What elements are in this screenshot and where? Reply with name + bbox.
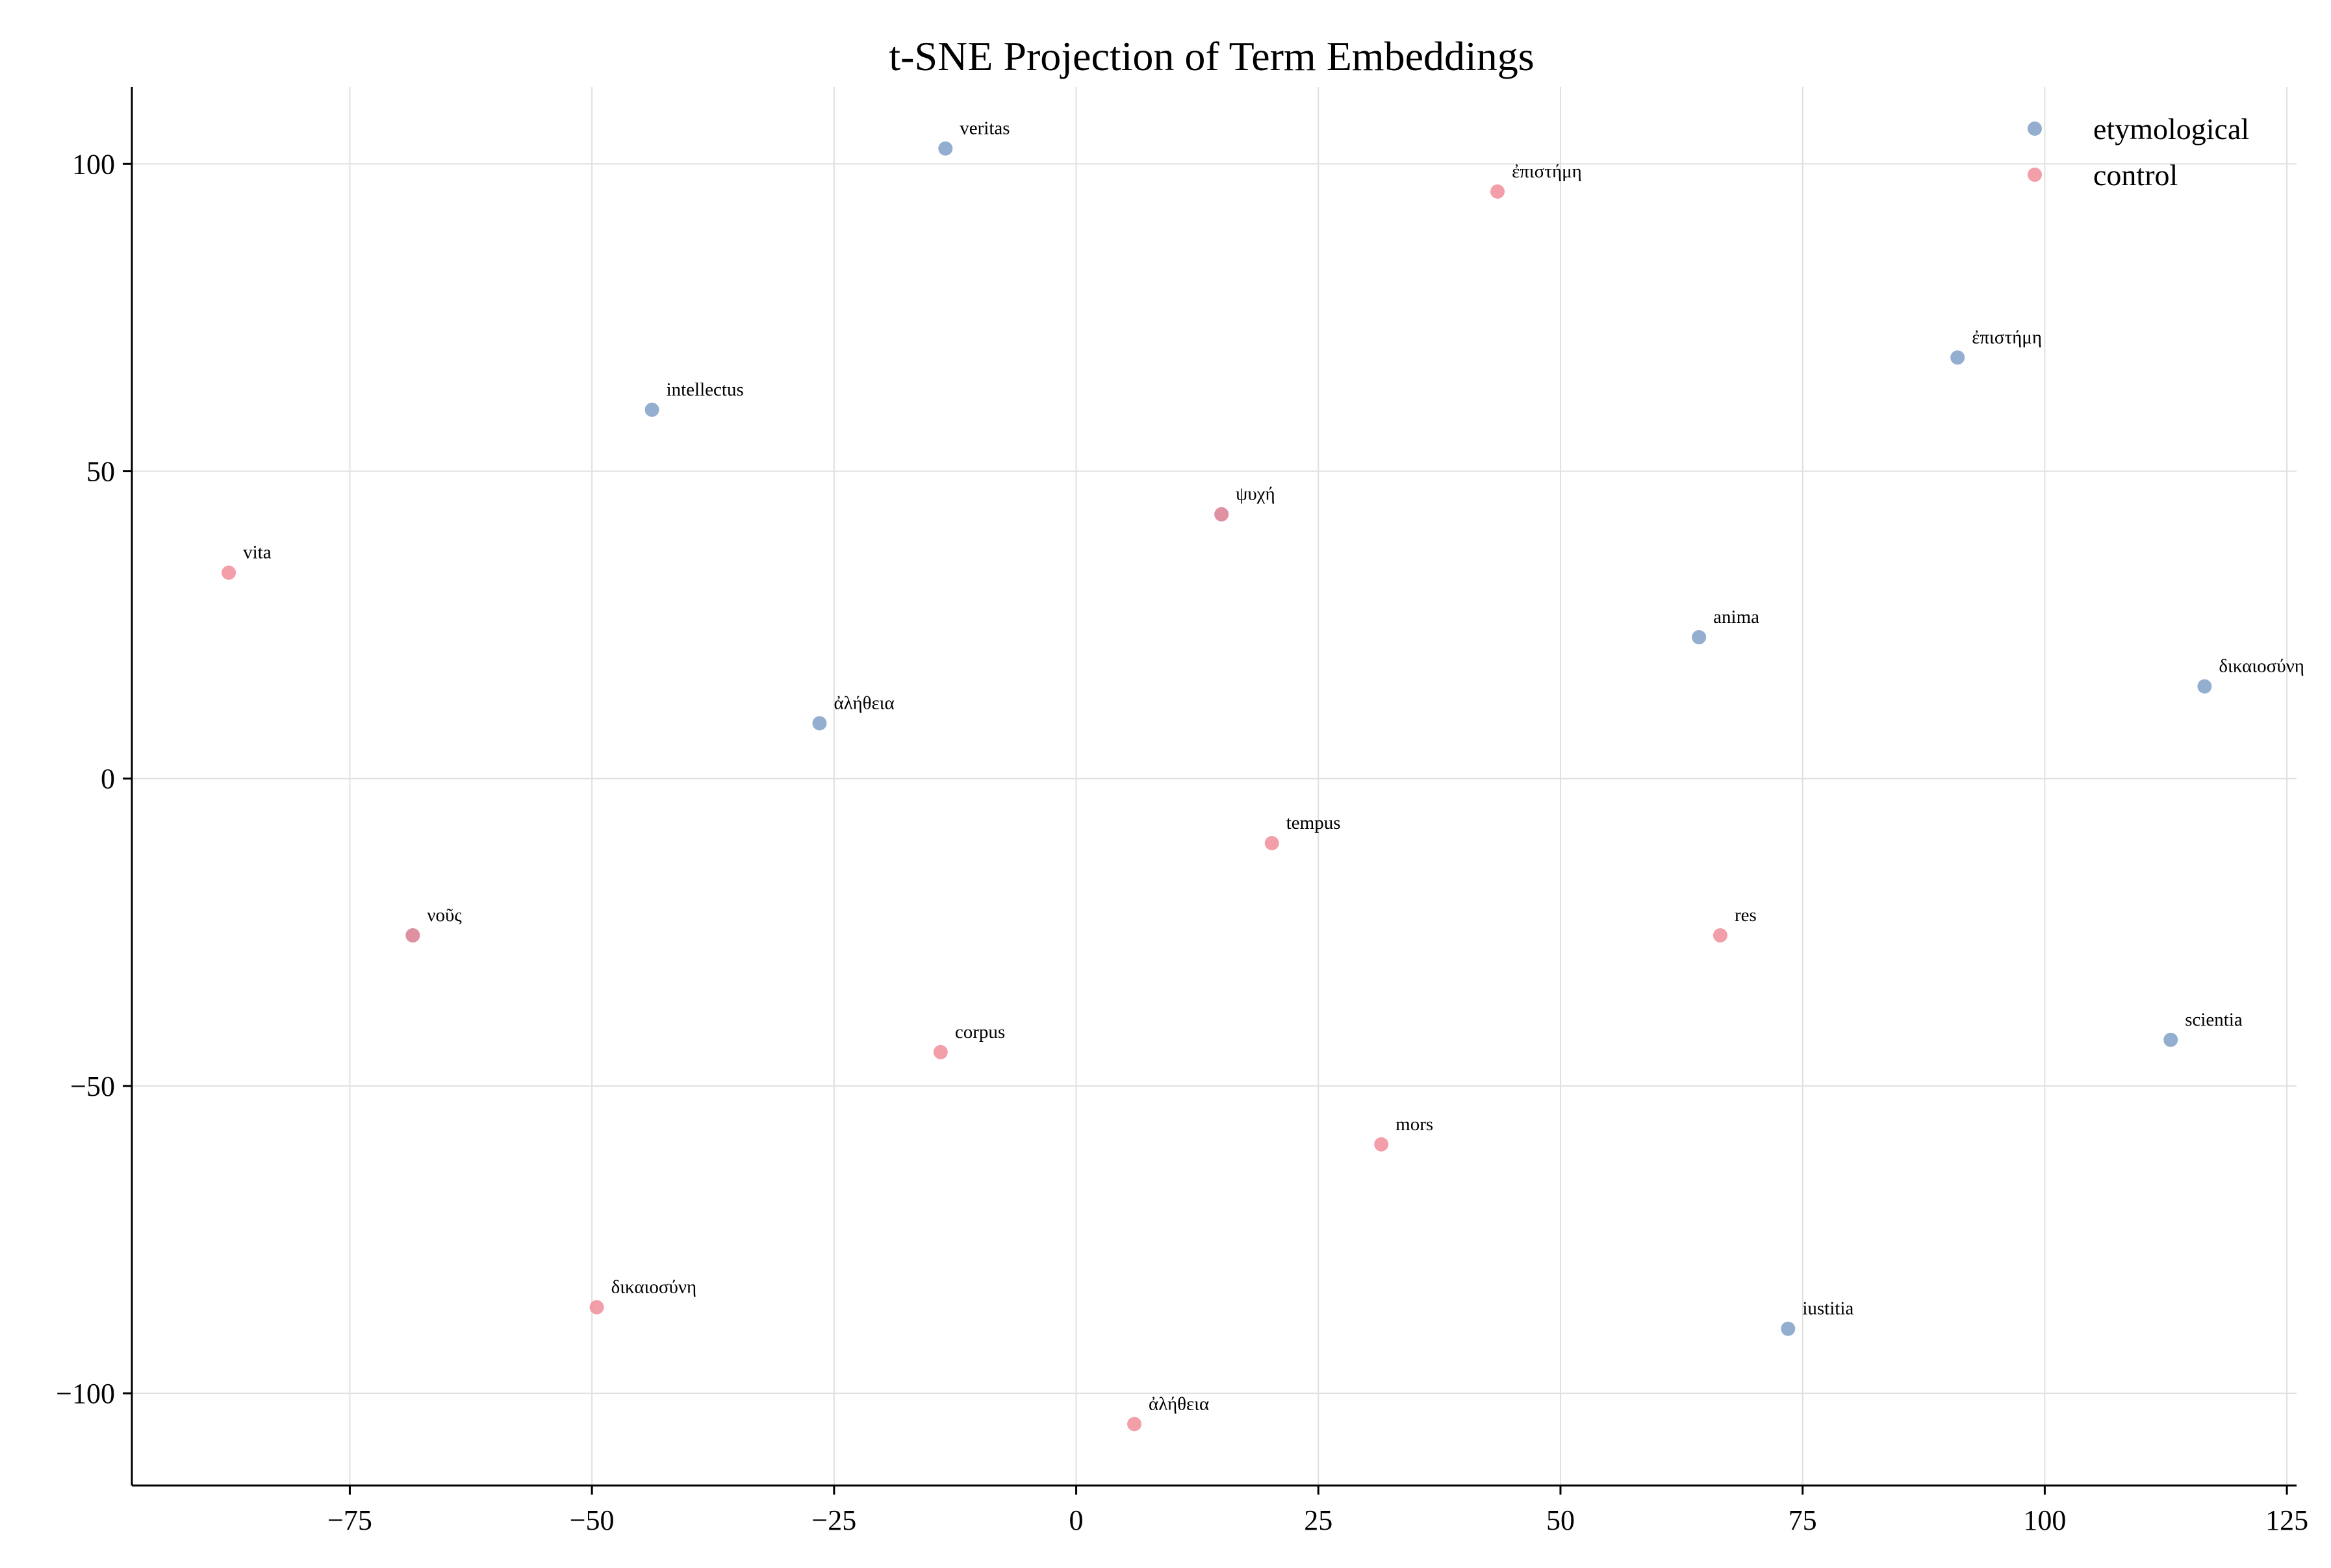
point-label: intellectus xyxy=(667,379,744,400)
x-tick-label: 75 xyxy=(1789,1504,1817,1536)
y-tick-label: −50 xyxy=(70,1070,115,1102)
point-label: scientia xyxy=(2185,1009,2243,1030)
x-tick-label: 125 xyxy=(2265,1504,2308,1536)
data-point-control xyxy=(1264,836,1279,851)
point-label: anima xyxy=(1713,607,1759,627)
data-point-control xyxy=(933,1044,948,1059)
data-point-etymological xyxy=(2197,679,2212,694)
y-tick-label: −100 xyxy=(56,1378,115,1410)
data-point-control xyxy=(405,928,420,942)
data-point-control xyxy=(589,1300,604,1315)
data-point-control xyxy=(1214,507,1229,522)
x-tick-label: −50 xyxy=(570,1504,615,1536)
point-label: ψυχή xyxy=(1236,484,1275,505)
data-point-etymological xyxy=(1950,350,1965,365)
legend-marker-etymological xyxy=(2028,121,2042,136)
data-point-etymological xyxy=(812,716,827,731)
point-label: mors xyxy=(1395,1114,1433,1135)
x-tick-label: 100 xyxy=(2023,1504,2066,1536)
point-label: tempus xyxy=(1286,813,1341,833)
data-point-etymological xyxy=(1781,1321,1796,1336)
x-tick-label: 25 xyxy=(1304,1504,1332,1536)
point-label: δικαιοσύνη xyxy=(611,1277,697,1298)
point-label: ἀλήθεια xyxy=(834,692,894,713)
point-labels: veritas intellectus ψυχή ἀλήθεια νοῦς anima ἐπ… xyxy=(243,118,2304,1415)
y-tick-label: 50 xyxy=(86,455,115,487)
axes xyxy=(131,87,2297,1487)
data-point-control xyxy=(1127,1417,1142,1432)
point-label: veritas xyxy=(960,118,1010,139)
data-point-control xyxy=(1374,1137,1389,1152)
data-point-control xyxy=(1713,928,1727,942)
data-points xyxy=(222,141,2212,1432)
x-tick-label: 0 xyxy=(1069,1504,1084,1536)
x-tick-label: −75 xyxy=(327,1504,372,1536)
y-tick-label: 100 xyxy=(72,148,115,180)
point-label: ἐπιστήμη xyxy=(1512,161,1582,182)
x-axis-ticks: −75 −50 −25 0 25 50 75 100 125 xyxy=(327,1486,2308,1536)
data-point-etymological xyxy=(1692,630,1707,645)
point-label: res xyxy=(1735,905,1757,926)
legend-label-etymological: etymological xyxy=(2093,112,2249,145)
point-label: iustitia xyxy=(1802,1298,1853,1319)
data-point-control xyxy=(222,565,236,580)
data-point-etymological xyxy=(2163,1032,2178,1047)
point-label: ἐπιστήμη xyxy=(1972,327,2042,348)
data-point-etymological xyxy=(938,141,953,156)
data-point-control xyxy=(1490,184,1505,199)
x-tick-label: 50 xyxy=(1546,1504,1575,1536)
point-label: vita xyxy=(243,542,272,563)
legend-label-control: control xyxy=(2093,158,2178,192)
legend: etymological control xyxy=(2028,112,2249,192)
point-label: ἀλήθεια xyxy=(1149,1393,1209,1414)
y-tick-label: 0 xyxy=(101,763,115,795)
y-axis-ticks: −100 −50 0 50 100 xyxy=(56,148,132,1410)
point-label: δικαιοσύνη xyxy=(2219,656,2304,677)
point-label: corpus xyxy=(955,1022,1005,1043)
chart-title: t-SNE Projection of Term Embeddings xyxy=(889,33,1534,79)
point-label: νοῦς xyxy=(427,905,462,926)
legend-marker-control xyxy=(2028,168,2042,182)
data-point-etymological xyxy=(644,402,659,417)
grid xyxy=(132,87,2297,1486)
x-tick-label: −25 xyxy=(811,1504,856,1536)
